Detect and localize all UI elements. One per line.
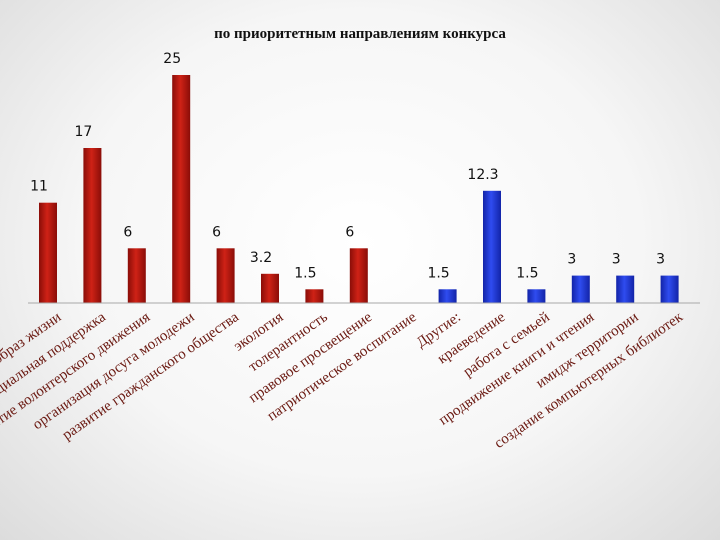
- bar-13: [616, 275, 635, 303]
- value-labels-group: 11 17 6 25 6 3.2 1.5 6 1.5 12.3 1.5 3 3 3: [30, 51, 665, 281]
- bar-10: [483, 190, 501, 303]
- bar-14: [660, 275, 679, 303]
- value-label-2: 6: [123, 224, 132, 240]
- value-label-12: 3: [567, 252, 576, 268]
- bar-6: [305, 289, 324, 303]
- bar-4: [216, 248, 235, 303]
- value-label-9: 1.5: [427, 265, 449, 281]
- chart-title: по приоритетным направлениям конкурса: [214, 26, 506, 42]
- bar-12: [571, 275, 590, 303]
- value-label-6: 1.5: [294, 265, 316, 281]
- bar-0: [39, 202, 57, 303]
- bar-3: [172, 75, 191, 303]
- value-label-5: 3.2: [250, 250, 272, 266]
- value-label-14: 3: [656, 252, 665, 268]
- bar-1: [83, 148, 102, 303]
- bar-7: [349, 248, 368, 303]
- bar-5: [261, 273, 279, 303]
- bar-11: [527, 289, 546, 303]
- bar-2: [127, 248, 146, 303]
- value-label-4: 6: [212, 224, 221, 240]
- bars-group: [39, 75, 679, 303]
- value-label-3: 25: [163, 51, 181, 67]
- value-label-10: 12.3: [467, 167, 498, 183]
- value-label-1: 17: [74, 124, 92, 140]
- value-label-13: 3: [612, 252, 621, 268]
- value-label-0: 11: [30, 179, 48, 195]
- bar-9: [438, 289, 457, 303]
- value-label-11: 1.5: [516, 265, 538, 281]
- value-label-7: 6: [345, 224, 354, 240]
